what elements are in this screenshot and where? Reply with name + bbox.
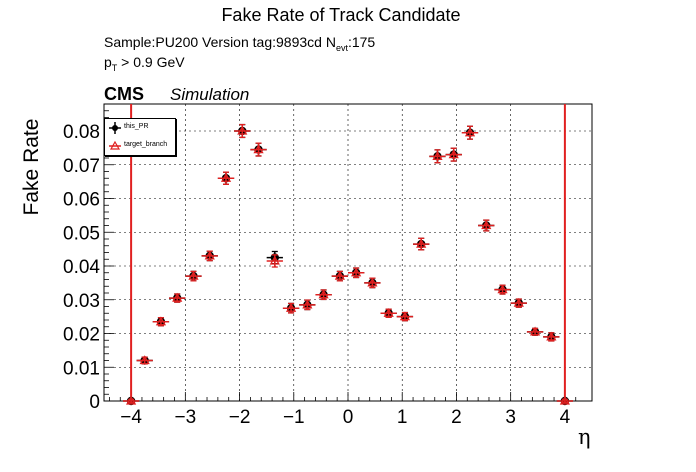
x-tick-label: −2 — [229, 407, 251, 428]
target-branch-point — [318, 289, 329, 299]
target-branch-point — [497, 284, 508, 294]
target-branch-point — [464, 127, 476, 137]
nevt-subscript: evt — [335, 43, 348, 53]
target-branch-point — [155, 316, 167, 326]
target-branch-point — [125, 395, 137, 405]
legend-marker-target-branch — [109, 140, 121, 150]
target-branch-point — [285, 302, 297, 312]
target-branch-point — [139, 355, 150, 365]
nevt-value: :175 — [347, 34, 376, 50]
target-branch-point — [529, 326, 541, 336]
y-tick-label: 0.05 — [63, 223, 100, 244]
y-tick-label: 0.06 — [63, 190, 100, 211]
pt-symbol: p — [104, 54, 112, 70]
target-branch-point — [513, 297, 524, 307]
legend-entry-target-branch: target_branch — [105, 139, 175, 153]
target-branch-point — [204, 250, 215, 260]
plot-background — [104, 104, 592, 401]
target-branch-point — [334, 270, 345, 280]
x-tick-label: −4 — [120, 407, 142, 428]
x-tick-label: 3 — [505, 407, 516, 428]
target-branch-point — [399, 311, 411, 321]
legend-marker-this-pr — [109, 122, 121, 134]
target-branch-point — [448, 149, 459, 159]
target-branch-point — [269, 255, 280, 265]
plot-frame — [103, 103, 593, 402]
target-branch-point — [481, 220, 492, 230]
target-branch-point — [253, 144, 264, 154]
target-branch-point — [367, 277, 378, 287]
y-tick-label: 0.07 — [63, 156, 100, 177]
target-branch-point — [188, 270, 199, 280]
y-tick-label: 0.03 — [63, 291, 100, 312]
target-branch-point — [302, 299, 313, 309]
y-tick-label: 0.01 — [63, 358, 100, 379]
x-tick-label: 2 — [451, 407, 462, 428]
target-branch-point — [432, 151, 443, 160]
cms-label: CMS — [104, 84, 144, 104]
target-branch-point — [172, 292, 183, 302]
y-tick-label: 0 — [89, 392, 100, 413]
target-branch-point — [416, 238, 427, 248]
target-branch-point — [237, 125, 248, 135]
y-tick-label: 0.08 — [63, 122, 100, 143]
y-tick-label: 0.04 — [63, 257, 100, 278]
target-branch-point — [220, 172, 232, 182]
legend-label-target-branch: target_branch — [124, 141, 168, 148]
pt-subscript: T — [111, 63, 118, 73]
target-branch-point — [351, 267, 362, 277]
simulation-label: Simulation — [170, 85, 250, 104]
chart-title: Fake Rate of Track Candidate — [221, 5, 461, 25]
legend-label-this-pr: this_PR — [124, 123, 149, 130]
sample-version-text: Sample:PU200 Version tag:9893cd N — [104, 34, 336, 50]
y-tick-label: 0.02 — [63, 325, 100, 346]
x-tick-label: 4 — [560, 407, 571, 428]
legend-entry-this-pr: this_PR — [105, 121, 175, 135]
target-branch-point — [383, 307, 394, 317]
target-branch-point — [559, 395, 571, 405]
x-tick-label: 0 — [343, 407, 354, 428]
x-tick-label: −1 — [283, 407, 305, 428]
x-tick-label: −3 — [174, 407, 196, 428]
target-branch-point — [546, 331, 557, 341]
pt-cut-text: > 0.9 GeV — [117, 54, 185, 70]
x-tick-label: 1 — [397, 407, 408, 428]
x-axis-label: η — [578, 425, 591, 449]
sample-info: Sample:PU200 Version tag:9893cd Nevt:175 — [104, 34, 376, 53]
pt-cut-info: pT > 0.9 GeV — [104, 54, 185, 73]
legend: this_PR target_branch — [104, 118, 176, 156]
